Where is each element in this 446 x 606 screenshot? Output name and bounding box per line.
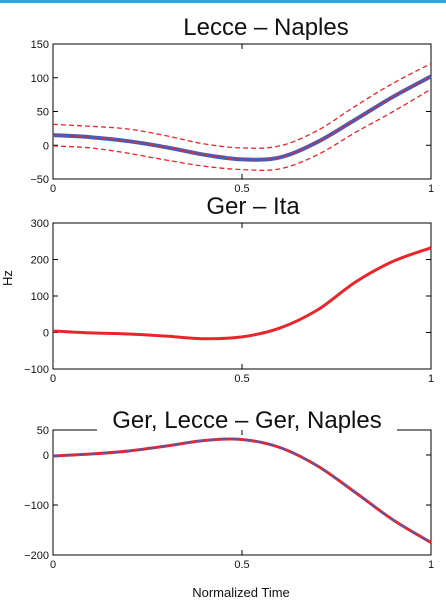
series-line: [53, 439, 431, 543]
y-tick-label: 100: [31, 73, 49, 85]
series-line: [53, 76, 431, 159]
y-tick-label: −50: [30, 174, 49, 186]
plot-frame: [53, 430, 431, 555]
x-tick-label: 1: [428, 183, 434, 195]
series-line: [53, 248, 431, 339]
y-tick-label: 150: [31, 39, 49, 51]
panel-title: Ger – Ita: [206, 193, 300, 220]
y-tick-label: −200: [24, 550, 49, 562]
y-tick-label: −100: [24, 500, 49, 512]
series-line: [53, 439, 431, 543]
series-line: [53, 76, 431, 159]
x-tick-label: 0.5: [234, 373, 249, 385]
y-tick-label: 200: [31, 255, 49, 267]
y-tick-label: −100: [24, 364, 49, 376]
panel-title: Ger, Lecce – Ger, Naples: [112, 407, 381, 434]
y-tick-label: 0: [43, 328, 49, 340]
x-tick-label: 0: [50, 183, 56, 195]
x-tick-label: 0.5: [234, 559, 249, 571]
panel-ger-lecce-ger-naples: Ger, Lecce – Ger, Naples −200 −100 0 50 0 0.5…: [24, 407, 434, 571]
y-tick-label: 0: [43, 140, 49, 152]
x-tick-label: 1: [428, 373, 434, 385]
x-axis-label: Normalized Time: [192, 585, 290, 600]
x-tick-label: 1: [428, 559, 434, 571]
plot-frame: [53, 223, 431, 369]
y-tick-label: 50: [37, 425, 49, 437]
y-tick-label: 50: [37, 107, 49, 119]
y-tick-label: 100: [31, 291, 49, 303]
x-tick-label: 0: [50, 373, 56, 385]
panel-title: Lecce – Naples: [183, 14, 348, 41]
y-tick-label: 0: [43, 450, 49, 462]
y-axis-label: Hz: [0, 270, 15, 286]
y-tick-label: 300: [31, 218, 49, 230]
x-tick-label: 0: [50, 559, 56, 571]
